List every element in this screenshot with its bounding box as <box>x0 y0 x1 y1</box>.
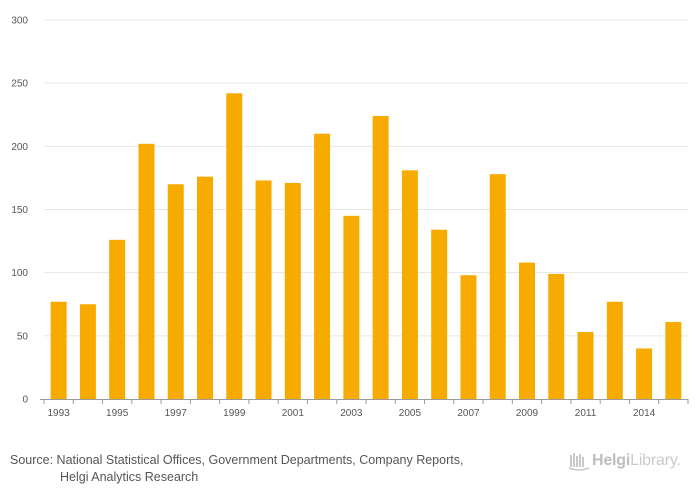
y-tick-label: 300 <box>11 16 28 27</box>
bar-2008[interactable] <box>489 174 506 399</box>
x-tick-label: 1997 <box>165 408 188 419</box>
bar-2010[interactable] <box>548 273 565 399</box>
bar-2012[interactable] <box>606 301 623 399</box>
x-tick-label: 1999 <box>223 408 246 419</box>
bar-1993[interactable] <box>50 301 67 399</box>
bar-2014[interactable] <box>636 348 653 399</box>
y-axis-ticks: 0 50 100 150 200 250 300 <box>11 16 28 406</box>
bars <box>50 93 682 400</box>
bar-2005[interactable] <box>401 170 418 399</box>
bar-2011[interactable] <box>577 332 594 399</box>
bar-1994[interactable] <box>79 304 96 399</box>
bar-2015[interactable] <box>665 321 682 399</box>
helgi-library-logo-icon <box>568 453 590 471</box>
y-tick-label: 50 <box>17 331 29 342</box>
bar-2007[interactable] <box>460 275 477 399</box>
x-axis: 1993 1995 1997 1999 2001 2003 2005 2007 2009 2011… <box>40 399 689 419</box>
bar-1998[interactable] <box>197 176 213 399</box>
y-tick-label: 200 <box>11 142 28 153</box>
y-tick-label: 100 <box>11 268 28 279</box>
bar-2002[interactable] <box>314 133 331 399</box>
source-line-1: Source: National Statistical Offices, Go… <box>10 453 464 467</box>
source-line-2: Helgi Analytics Research <box>60 470 199 484</box>
y-tick-label: 150 <box>11 205 28 216</box>
y-tick-label: 250 <box>11 79 28 90</box>
x-tick-label: 2014 <box>633 408 656 419</box>
bar-2009[interactable] <box>519 262 535 399</box>
bar-2003[interactable] <box>343 215 360 399</box>
x-tick-label: 2011 <box>575 408 597 419</box>
x-tick-label: 2009 <box>516 408 539 419</box>
bar-2000[interactable] <box>255 180 272 399</box>
bar-1996[interactable] <box>138 143 155 399</box>
bar-1999[interactable] <box>226 93 243 400</box>
bar-chart: 0 50 100 150 200 250 300 1993 1995 1997 1999 2001 2… <box>11 16 689 419</box>
source-note: Source: National Statistical Offices, Go… <box>10 452 550 486</box>
y-tick-label: 0 <box>22 395 28 406</box>
bar-1995[interactable] <box>109 239 126 399</box>
bar-2004[interactable] <box>372 116 389 399</box>
x-tick-label: 2007 <box>457 408 480 419</box>
x-tick-label: 2005 <box>399 408 422 419</box>
logo-text: HelgiLibrary. <box>592 452 681 469</box>
bar-1997[interactable] <box>167 184 184 399</box>
helgi-library-logo[interactable]: HelgiLibrary. <box>568 450 692 472</box>
x-tick-label: 1995 <box>106 408 129 419</box>
x-tick-label: 2001 <box>282 408 305 419</box>
x-tick-label: 1993 <box>48 408 71 419</box>
x-tick-label: 2003 <box>340 408 363 419</box>
bar-2006[interactable] <box>431 229 448 399</box>
bar-2001[interactable] <box>284 182 301 399</box>
